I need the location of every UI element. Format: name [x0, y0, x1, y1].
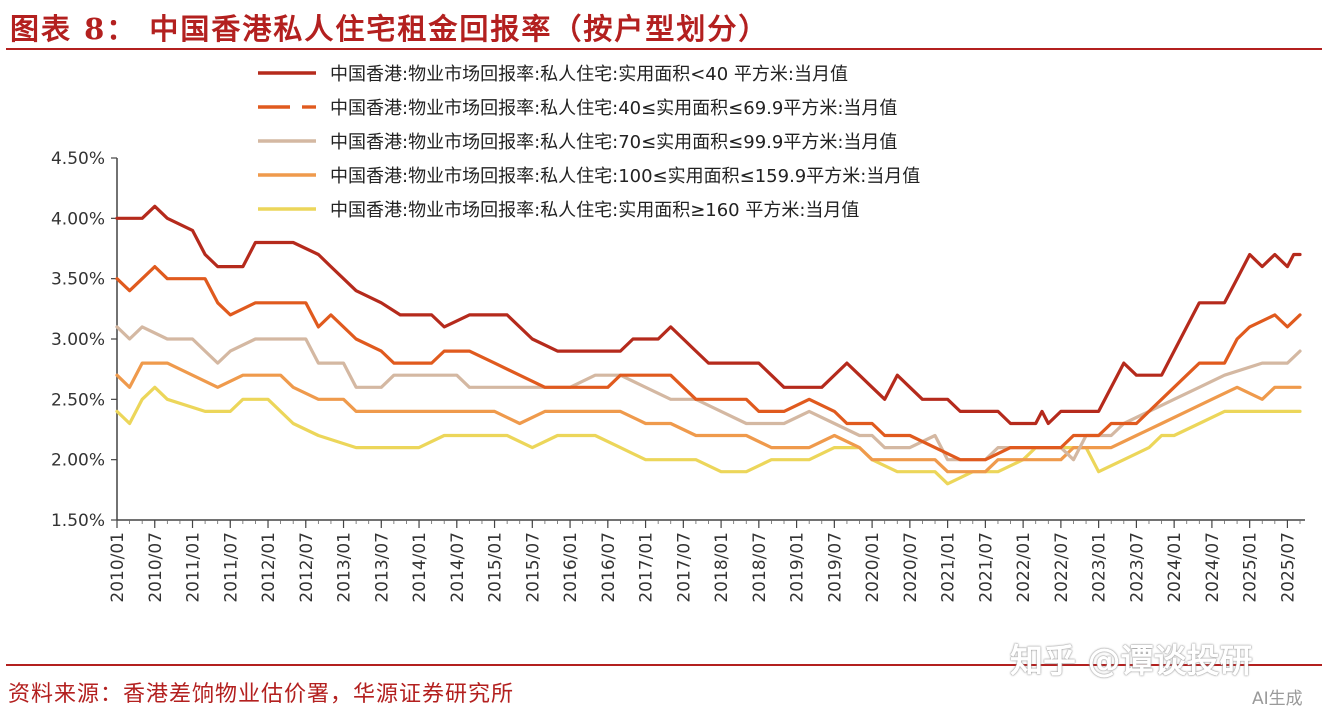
x-tick-label: 2013/07	[372, 532, 392, 603]
chart-legend: 中国香港:物业市场回报率:私人住宅:实用面积<40 平方米:当月值中国香港:物业…	[258, 64, 920, 221]
y-tick-label: 1.50%	[51, 511, 105, 531]
legend-item-3: 中国香港:物业市场回报率:私人住宅:70≤实用面积≤99.9平方米:当月值	[258, 132, 897, 153]
x-tick-label: 2022/07	[1052, 532, 1072, 603]
y-tick-label: 2.00%	[51, 451, 105, 471]
series-layer	[115, 204, 1302, 486]
x-tick-label: 2018/01	[712, 532, 732, 603]
x-tick-label: 2014/01	[410, 532, 430, 603]
x-tick-label: 2016/07	[599, 532, 619, 603]
x-tick-label: 2014/07	[448, 532, 468, 603]
legend-item-4: 中国香港:物业市场回报率:私人住宅:100≤实用面积≤159.9平方米:当月值	[258, 166, 920, 187]
line-chart: 4.50%4.00%3.50%3.00%2.50%2.00%1.50%2010/…	[51, 64, 1305, 603]
chart-axes: 4.50%4.00%3.50%3.00%2.50%2.00%1.50%2010/…	[51, 149, 1305, 603]
x-tick-label: 2017/01	[637, 532, 657, 603]
y-tick-label: 4.00%	[51, 209, 105, 229]
legend-item-2: 中国香港:物业市场回报率:私人住宅:40≤实用面积≤69.9平方米:当月值	[258, 98, 897, 119]
x-tick-label: 2024/07	[1203, 532, 1223, 603]
title-divider	[6, 48, 1322, 50]
y-tick-label: 4.50%	[51, 149, 105, 169]
legend-item-1: 中国香港:物业市场回报率:私人住宅:实用面积<40 平方米:当月值	[258, 64, 848, 85]
legend-label: 中国香港:物业市场回报率:私人住宅:实用面积≥160 平方米:当月值	[330, 200, 859, 221]
watermark: 知乎 @谭谈投研	[1010, 641, 1253, 680]
series-line-1	[115, 204, 1302, 426]
x-tick-label: 2023/01	[1090, 532, 1110, 603]
x-tick-label: 2017/07	[674, 532, 694, 603]
series-line-2	[115, 265, 1302, 462]
legend-label: 中国香港:物业市场回报率:私人住宅:100≤实用面积≤159.9平方米:当月值	[330, 166, 920, 187]
x-tick-label: 2019/01	[788, 532, 808, 603]
x-tick-label: 2015/01	[486, 532, 506, 603]
legend-label: 中国香港:物业市场回报率:私人住宅:实用面积<40 平方米:当月值	[330, 64, 848, 85]
series-line-4	[115, 361, 1302, 474]
x-tick-label: 2020/07	[901, 532, 921, 603]
x-tick-label: 2012/01	[259, 532, 279, 603]
x-tick-label: 2010/07	[146, 532, 166, 603]
x-tick-label: 2019/07	[825, 532, 845, 603]
x-tick-label: 2025/07	[1278, 532, 1298, 603]
y-tick-label: 3.00%	[51, 330, 105, 350]
x-tick-label: 2024/01	[1165, 532, 1185, 603]
x-tick-label: 2011/01	[184, 532, 204, 603]
footer-divider	[6, 664, 1322, 666]
x-tick-label: 2015/07	[523, 532, 543, 603]
x-tick-label: 2013/01	[335, 532, 355, 603]
x-tick-label: 2020/01	[863, 532, 883, 603]
series-line-5	[115, 385, 1302, 486]
legend-item-5: 中国香港:物业市场回报率:私人住宅:实用面积≥160 平方米:当月值	[258, 200, 859, 221]
y-tick-label: 3.50%	[51, 270, 105, 290]
x-tick-label: 2018/07	[750, 532, 770, 603]
x-tick-label: 2022/01	[1014, 532, 1034, 603]
x-tick-label: 2010/01	[108, 532, 128, 603]
ai-generated-tag: AI生成	[1252, 689, 1303, 709]
legend-label: 中国香港:物业市场回报率:私人住宅:70≤实用面积≤99.9平方米:当月值	[330, 132, 897, 153]
source-note: 资料来源：香港差饷物业估价署，华源证券研究所	[8, 682, 515, 707]
x-tick-label: 2021/01	[939, 532, 959, 603]
x-tick-label: 2025/01	[1241, 532, 1261, 603]
x-tick-label: 2023/07	[1127, 532, 1147, 603]
x-tick-label: 2021/07	[976, 532, 996, 603]
legend-label: 中国香港:物业市场回报率:私人住宅:40≤实用面积≤69.9平方米:当月值	[330, 98, 897, 119]
x-tick-label: 2016/01	[561, 532, 581, 603]
series-line-3	[115, 325, 1302, 462]
chart-title: 图表 8： 中国香港私人住宅租金回报率（按户型划分）	[10, 12, 770, 46]
x-tick-label: 2012/07	[297, 532, 317, 603]
x-tick-label: 2011/07	[221, 532, 241, 603]
y-tick-label: 2.50%	[51, 390, 105, 410]
